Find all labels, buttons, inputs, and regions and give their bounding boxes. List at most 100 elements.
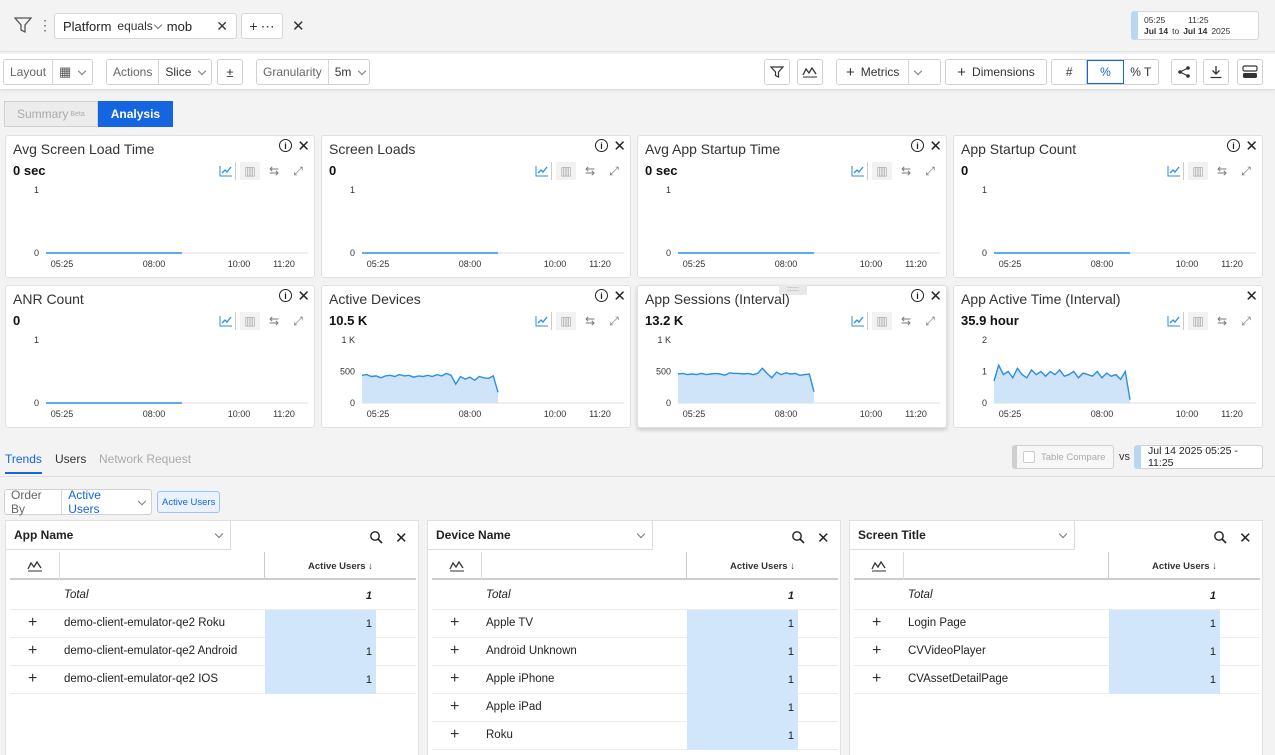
mode-percent-total-button[interactable]: % T (1130, 65, 1152, 79)
info-icon[interactable]: i (279, 139, 292, 152)
compare-date-range[interactable]: Jul 14 2025 05:25 - 11:25 (1134, 445, 1263, 469)
swap-icon[interactable]: ⇆ (1216, 314, 1228, 328)
table-row[interactable]: + Roku 1 (432, 722, 838, 750)
expand-icon[interactable]: ⤢ (609, 313, 619, 328)
expand-plus-icon[interactable]: + (28, 614, 38, 631)
metric-column-header[interactable]: Active Users ↓ (1108, 552, 1260, 580)
close-icon[interactable]: ✕ (1245, 288, 1258, 305)
dimensions-button[interactable]: + Dimensions (945, 59, 1047, 85)
close-icon[interactable]: ✕ (1239, 530, 1252, 547)
add-filter-button[interactable]: + ⋯ (241, 13, 283, 39)
swap-icon[interactable]: ⇆ (900, 164, 912, 178)
tab-summary[interactable]: Summary Beta (4, 101, 98, 127)
mode-count-button[interactable]: # (1052, 60, 1088, 84)
tab-users[interactable]: Users (55, 452, 87, 466)
table-row[interactable]: + Apple TV 1 (432, 610, 838, 638)
line-chart-icon[interactable] (1164, 162, 1184, 180)
swap-icon[interactable]: ⇆ (1216, 164, 1228, 178)
trend-line-icon[interactable] (10, 552, 60, 580)
line-chart-icon[interactable] (216, 162, 236, 180)
info-icon[interactable]: i (595, 289, 608, 302)
bar-chart-icon[interactable]: ▥ (556, 162, 576, 180)
share-button[interactable] (1171, 59, 1197, 85)
close-icon[interactable]: ✕ (216, 17, 228, 34)
swap-icon[interactable]: ⇆ (584, 314, 596, 328)
metrics-button[interactable]: + Metrics (836, 59, 941, 85)
swap-icon[interactable]: ⇆ (584, 164, 596, 178)
expand-icon[interactable]: ⤢ (925, 163, 935, 178)
swap-icon[interactable]: ⇆ (900, 314, 912, 328)
bar-chart-icon[interactable]: ▥ (872, 312, 892, 330)
expand-plus-icon[interactable]: + (450, 642, 460, 659)
close-icon[interactable]: ✕ (1245, 138, 1258, 155)
trend-line-icon[interactable] (854, 552, 904, 580)
swap-icon[interactable]: ⇆ (268, 314, 280, 328)
drag-handle-icon[interactable]: :::::: (779, 285, 807, 295)
metric-column-header[interactable]: Active Users ↓ (686, 552, 838, 580)
more-vert-icon[interactable]: ⋮ (38, 17, 52, 33)
line-chart-icon[interactable] (216, 312, 236, 330)
bar-chart-icon[interactable]: ▥ (1188, 162, 1208, 180)
layout-select[interactable]: Layout ▦ (3, 59, 93, 85)
close-icon[interactable]: ✕ (929, 138, 942, 155)
search-icon[interactable] (1213, 530, 1227, 544)
expand-icon[interactable]: ⤢ (293, 313, 303, 328)
actions-select[interactable]: Actions Slice (106, 59, 212, 85)
expand-plus-icon[interactable]: + (872, 642, 882, 659)
expand-icon[interactable]: ⤢ (1241, 163, 1251, 178)
line-chart-icon[interactable] (532, 312, 552, 330)
info-icon[interactable]: i (911, 139, 924, 152)
granularity-select[interactable]: Granularity 5m (256, 59, 370, 85)
mode-percent-button[interactable]: % (1087, 60, 1124, 84)
bar-chart-icon[interactable]: ▥ (872, 162, 892, 180)
bar-chart-icon[interactable]: ▥ (1188, 312, 1208, 330)
order-by-select[interactable]: Order By Active Users (4, 488, 152, 516)
filter-icon[interactable] (14, 16, 32, 34)
expand-plus-icon[interactable]: + (450, 614, 460, 631)
expand-icon[interactable]: ⤢ (293, 163, 303, 178)
bar-chart-icon[interactable]: ▥ (240, 162, 260, 180)
close-icon[interactable]: ✕ (817, 530, 830, 547)
table-compare-toggle[interactable]: Table Compare (1012, 445, 1114, 469)
table-compare-checkbox[interactable] (1023, 451, 1035, 463)
close-icon[interactable]: ✕ (613, 138, 626, 155)
expand-plus-icon[interactable]: + (450, 726, 460, 743)
table-row[interactable]: + CVAssetDetailPage 1 (854, 666, 1260, 694)
close-icon[interactable]: ✕ (297, 138, 310, 155)
expand-plus-icon[interactable]: + (450, 698, 460, 715)
metric-column-header[interactable]: Active Users ↓ (264, 552, 416, 580)
close-icon[interactable]: ✕ (297, 288, 310, 305)
close-icon[interactable]: ✕ (613, 288, 626, 305)
line-chart-icon[interactable] (532, 162, 552, 180)
date-range-picker[interactable]: 05:25 11:25 Jul 14 to Jul 14 2025 (1131, 11, 1259, 40)
tab-analysis[interactable]: Analysis (97, 101, 174, 127)
filter-chip[interactable]: Platform equals mob ✕ (54, 13, 237, 39)
search-icon[interactable] (369, 530, 383, 544)
trend-toggle-button[interactable] (797, 59, 823, 85)
search-icon[interactable] (791, 530, 805, 544)
expand-icon[interactable]: ⤢ (1241, 313, 1251, 328)
download-button[interactable] (1203, 59, 1229, 85)
expand-plus-icon[interactable]: + (28, 642, 38, 659)
bar-chart-icon[interactable]: ▥ (556, 312, 576, 330)
table-row[interactable]: + Apple iPhone 1 (432, 666, 838, 694)
table-row[interactable]: + Login Page 1 (854, 610, 1260, 638)
expand-icon[interactable]: ⤢ (609, 163, 619, 178)
table-row[interactable]: + Android Unknown 1 (432, 638, 838, 666)
line-chart-icon[interactable] (1164, 312, 1184, 330)
tab-trends[interactable]: Trends (5, 452, 42, 474)
swap-icon[interactable]: ⇆ (268, 164, 280, 178)
table-row[interactable]: + demo-client-emulator-qe2 Roku 1 (10, 610, 416, 638)
expand-plus-icon[interactable]: + (450, 670, 460, 687)
dimension-select[interactable]: App Name (6, 521, 231, 550)
expand-icon[interactable]: ⤢ (925, 313, 935, 328)
dimension-select[interactable]: Device Name (428, 521, 653, 550)
expand-plus-icon[interactable]: + (872, 670, 882, 687)
close-icon[interactable]: ✕ (395, 530, 408, 547)
table-row[interactable]: + demo-client-emulator-qe2 IOS 1 (10, 666, 416, 694)
settings-toggle-button[interactable] (1237, 59, 1263, 85)
table-row[interactable]: + Apple iPad 1 (432, 694, 838, 722)
filter-chart-button[interactable] (764, 59, 790, 85)
tab-network-request[interactable]: Network Request (99, 452, 192, 466)
bar-chart-icon[interactable]: ▥ (240, 312, 260, 330)
